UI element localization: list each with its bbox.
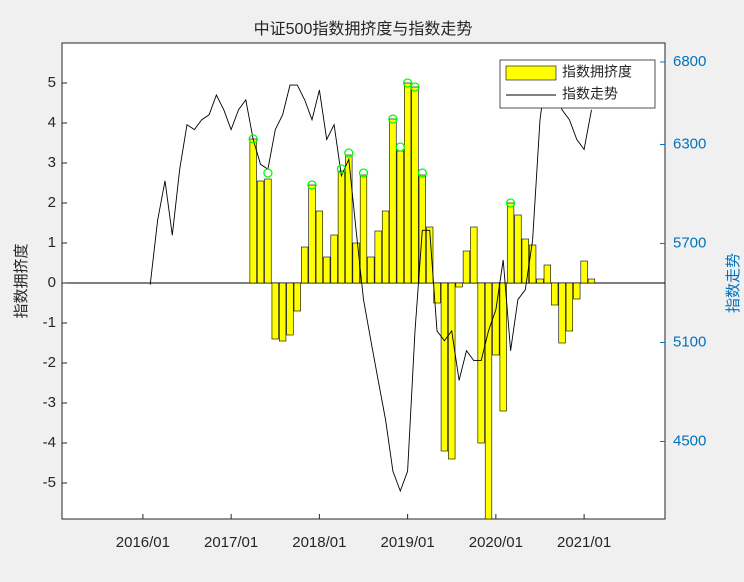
bar	[499, 282, 507, 412]
bar	[301, 246, 309, 284]
marker	[263, 168, 273, 178]
bar	[323, 256, 331, 284]
bar	[404, 82, 412, 284]
index-line	[149, 65, 592, 493]
bar	[279, 282, 287, 342]
bar	[330, 234, 338, 284]
marker	[388, 114, 398, 124]
y2-tick-label: 5700	[673, 234, 706, 251]
legend-swatch	[505, 65, 557, 81]
bar	[448, 282, 456, 460]
y-tick-label: 2	[48, 194, 56, 211]
marker	[505, 198, 516, 208]
bar	[315, 210, 323, 284]
bar	[477, 282, 485, 444]
bar	[381, 210, 390, 284]
bar	[529, 244, 537, 284]
legend-label: 指数走势	[562, 86, 618, 102]
bar	[514, 214, 522, 284]
marker	[410, 82, 420, 92]
marker	[307, 180, 317, 190]
y-tick-label: 4	[48, 114, 56, 131]
bar	[426, 226, 434, 284]
x-tick-label: 2021/01	[557, 534, 611, 551]
x-tick-label: 2017/01	[204, 534, 258, 551]
y-axis-label: 指数拥挤度	[13, 243, 30, 318]
bar	[573, 282, 581, 300]
bar	[293, 282, 301, 312]
y-tick-label: -4	[43, 434, 56, 451]
y2-tick-label: 6300	[673, 135, 706, 152]
bar	[433, 282, 441, 304]
bar	[558, 282, 566, 344]
bar	[418, 174, 426, 284]
x-tick-label: 2018/01	[292, 534, 346, 551]
bar	[308, 184, 316, 284]
y-tick-label: 1	[48, 234, 56, 251]
bar	[521, 238, 529, 284]
bar	[543, 264, 551, 284]
x-tick-label: 2019/01	[381, 534, 435, 551]
bar	[565, 282, 574, 332]
marker	[417, 168, 427, 178]
marker	[395, 142, 405, 152]
marker	[358, 168, 369, 178]
marker	[402, 78, 413, 88]
bar	[337, 170, 346, 284]
bar	[367, 256, 375, 284]
bar	[551, 282, 559, 306]
bar	[359, 174, 368, 284]
plot-layer	[62, 65, 665, 519]
bar	[484, 282, 493, 519]
y-tick-label: 0	[48, 274, 56, 291]
y2-tick-label: 5100	[673, 333, 706, 350]
y-tick-label: -3	[43, 394, 56, 411]
bar	[286, 282, 294, 336]
y2-tick-label: 6800	[673, 53, 706, 70]
bar	[345, 154, 353, 284]
x-tick-label: 2016/01	[116, 534, 170, 551]
bar	[249, 138, 257, 284]
bar	[470, 226, 478, 284]
bar	[455, 282, 463, 288]
y-tick-label: 3	[48, 154, 56, 171]
bar	[587, 278, 596, 284]
chart-title: 中证500指数拥挤度与指数走势	[254, 20, 473, 38]
legend-label: 指数拥挤度	[562, 64, 632, 80]
bar	[536, 278, 544, 284]
marker	[344, 148, 354, 158]
bar	[389, 118, 397, 284]
y2-tick-label: 4500	[673, 432, 706, 449]
y-tick-label: -5	[43, 474, 56, 491]
bar	[256, 180, 265, 284]
bar	[264, 178, 272, 284]
y-tick-label: -1	[43, 314, 56, 331]
y-tick-label: -2	[43, 354, 56, 371]
bar	[506, 202, 515, 284]
x-tick-label: 2020/01	[469, 534, 523, 551]
y-tick-label: 5	[48, 74, 56, 91]
bar	[271, 282, 279, 340]
marker	[248, 134, 258, 144]
bar	[374, 230, 382, 284]
bar	[580, 260, 588, 284]
bar	[462, 250, 471, 284]
bar	[440, 282, 448, 452]
bar	[411, 86, 419, 284]
bar	[396, 150, 404, 284]
marker	[336, 164, 347, 174]
y2-axis-label: 指数走势	[725, 253, 742, 313]
